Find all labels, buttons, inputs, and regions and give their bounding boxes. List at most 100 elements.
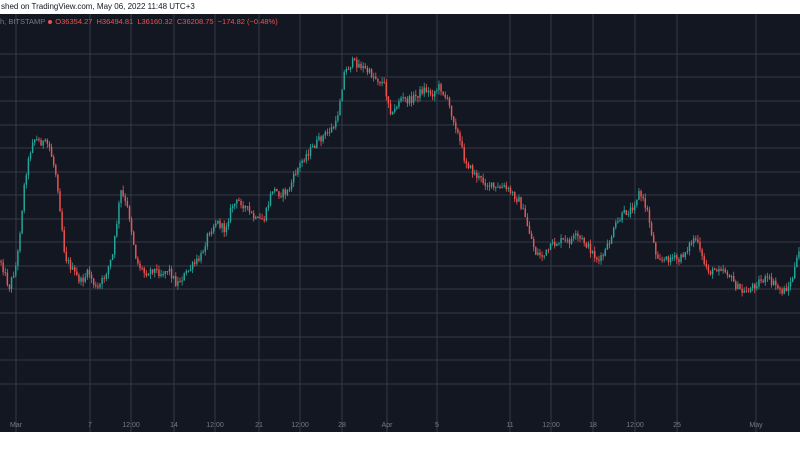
candle-body: [86, 269, 89, 278]
candle-body: [252, 213, 255, 219]
candle-body: [221, 223, 223, 228]
candle-body: [267, 205, 270, 208]
candle-body: [796, 257, 798, 268]
candle-body: [509, 187, 512, 193]
attribution-text: shed on TradingView.com, May 06, 2022 11…: [1, 2, 195, 11]
candle-body: [703, 256, 705, 264]
candle-body: [625, 210, 628, 215]
candle-body: [692, 238, 695, 244]
candle-body: [80, 277, 82, 282]
candle-body: [307, 154, 310, 156]
candle-body: [524, 208, 526, 218]
candle-body: [751, 284, 754, 289]
candle-body: [6, 272, 9, 285]
candle-body: [162, 273, 164, 275]
candle-body: [139, 263, 141, 269]
candle-body: [366, 68, 369, 73]
candle-body: [469, 165, 472, 169]
candle-body: [387, 96, 390, 104]
candle-body: [48, 143, 51, 148]
candle-body: [518, 197, 520, 202]
candle-body: [19, 233, 21, 251]
candle-body: [215, 223, 217, 227]
candle-body: [286, 189, 289, 195]
candle-body: [217, 220, 219, 224]
chart-frame[interactable]: Mar 7 12:00 14 12:00 21 12:00 28 Apr 5 11 12:00 18 12…: [0, 14, 800, 432]
candle-body: [484, 182, 486, 186]
candle-body: [655, 242, 657, 255]
candle-body: [246, 206, 249, 208]
candle-body: [594, 251, 596, 258]
candle-body: [665, 256, 668, 260]
candle-body: [657, 254, 659, 259]
candle-body: [223, 223, 225, 233]
candle-body: [410, 96, 413, 103]
candle-body: [739, 283, 741, 289]
candle-body: [463, 147, 465, 161]
candle-body: [101, 277, 103, 284]
candle-body: [17, 250, 19, 266]
candle-body: [191, 262, 194, 270]
candle-body: [547, 249, 550, 251]
candle-body: [322, 135, 324, 142]
candle-body: [170, 268, 173, 279]
candle-body: [135, 244, 137, 259]
candle-body: [608, 243, 611, 245]
candle-body: [631, 207, 634, 211]
candle-body: [467, 163, 470, 169]
candle-body: [154, 269, 156, 273]
candle-body: [111, 254, 114, 260]
x-tick-label: Mar: [10, 422, 23, 429]
x-tick-label: 14: [170, 422, 178, 429]
candle-body: [25, 175, 28, 185]
candle-body: [358, 63, 360, 68]
candle-body: [156, 269, 158, 271]
candle-body: [528, 225, 531, 234]
candle-body: [238, 199, 240, 201]
candle-body: [476, 172, 478, 178]
candle-body: [381, 81, 383, 84]
candle-body: [766, 276, 769, 278]
candle-body: [427, 90, 430, 93]
candle-body: [61, 211, 63, 230]
candle-body: [499, 186, 501, 189]
candle-body: [617, 221, 619, 223]
candle-body: [575, 233, 577, 236]
candle-body: [503, 185, 505, 187]
candle-body: [434, 91, 436, 97]
x-tick-label: 5: [435, 422, 439, 429]
candle-body: [261, 218, 263, 220]
candle-body: [29, 152, 32, 159]
candle-body: [299, 162, 301, 168]
candle-body: [532, 238, 535, 248]
candle-body: [539, 252, 541, 256]
candle-body: [265, 207, 268, 221]
candle-body: [185, 270, 188, 274]
candle-body: [406, 98, 409, 104]
candle-body: [92, 278, 95, 286]
candle-body: [686, 251, 689, 253]
candle-body: [372, 76, 375, 78]
legend-change: −174.82 (−0.48%): [217, 17, 278, 26]
candle-body: [97, 286, 99, 288]
candle-body: [701, 249, 703, 257]
price-chart[interactable]: Mar 7 12:00 14 12:00 21 12:00 28 Apr 5 11 12:00 18 12…: [0, 14, 800, 432]
candle-body: [76, 271, 78, 275]
candle-body: [688, 242, 691, 252]
x-tick-label: 25: [673, 422, 681, 429]
candle-body: [351, 58, 354, 67]
x-tick-label: 18: [589, 422, 597, 429]
candle-body: [634, 205, 636, 211]
candle-body: [269, 193, 272, 206]
candle-body: [212, 226, 215, 232]
candle-body: [583, 237, 585, 244]
candle-body: [516, 199, 518, 202]
candle-body: [726, 272, 729, 276]
candle-body: [82, 277, 84, 282]
candle-body: [368, 69, 371, 73]
candle-body: [716, 269, 718, 272]
candle-body: [663, 259, 665, 261]
candle-body: [160, 274, 162, 277]
candle-body: [490, 182, 493, 187]
candle-body: [126, 200, 129, 207]
